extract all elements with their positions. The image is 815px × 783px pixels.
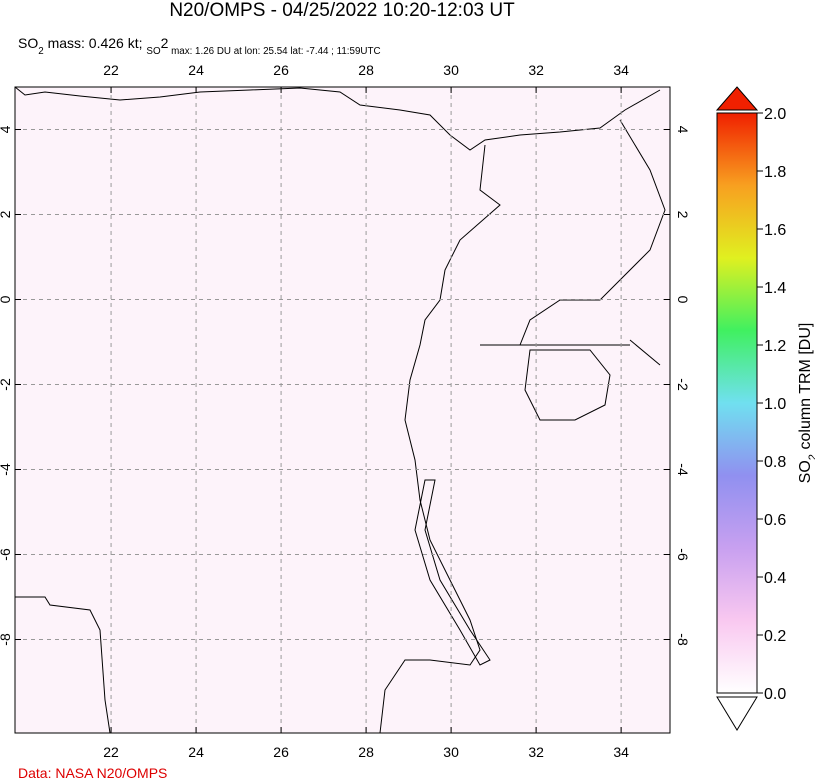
map-frame	[14, 86, 671, 734]
y-tick-label: 0	[0, 295, 13, 303]
x-tick-label-top: 26	[273, 62, 289, 78]
y-tick-label-right: 0	[675, 296, 691, 304]
map-background	[15, 87, 670, 733]
colorbar-extend-top	[715, 86, 759, 111]
x-tick-label-top: 32	[528, 62, 544, 78]
y-tick-label: -6	[0, 548, 13, 561]
x-tick-label: 24	[188, 744, 204, 760]
coastlines	[14, 86, 666, 734]
colorbar-tick-label: 1.4	[764, 280, 786, 297]
x-tick-label-top: 22	[103, 62, 119, 78]
credit: Data: NASA N20/OMPS	[18, 765, 167, 781]
y-tick-label-right: 2	[675, 211, 691, 219]
colorbar	[716, 112, 758, 694]
y-tick-label-right: -6	[675, 548, 691, 561]
colorbar-tick-label: 0.2	[764, 628, 786, 645]
y-tick-label-right: 4	[675, 126, 691, 134]
y-tick-label: 2	[0, 210, 13, 218]
colorbar-tick-label: 1.6	[764, 222, 786, 239]
y-tick-label-right: -2	[675, 378, 691, 391]
colorbar-extend-bottom	[716, 696, 758, 731]
colorbar-tick-label: 1.8	[764, 164, 786, 181]
title: N20/OMPS - 04/25/2022 10:20-12:03 UT	[169, 0, 515, 21]
colorbar-tick-label: 0.8	[764, 454, 786, 471]
y-tick-label: -2	[0, 378, 13, 391]
colorbar-tick-label: 0.6	[764, 512, 786, 529]
colorbar-tick-label: 2.0	[764, 106, 786, 123]
x-tick-label: 30	[443, 744, 459, 760]
x-tick-label-top: 24	[188, 62, 204, 78]
y-tick-label-right: -4	[675, 463, 691, 476]
y-tick-label: -8	[0, 633, 13, 646]
y-tick-label: -4	[0, 463, 13, 476]
y-tick-label: 4	[0, 125, 13, 133]
x-tick-label: 34	[613, 744, 629, 760]
x-tick-label-top: 34	[613, 62, 629, 78]
colorbar-label: SO2 column TRM [DU]	[797, 323, 815, 484]
x-tick-label: 26	[273, 744, 289, 760]
colorbar-tick-label: 0.0	[764, 686, 786, 703]
colorbar-tick-label: 1.2	[764, 338, 786, 355]
colorbar-tick-label: 0.4	[764, 570, 786, 587]
colorbar-tick-label: 1.0	[764, 396, 786, 413]
x-tick-label: 28	[358, 744, 374, 760]
x-tick-label-top: 28	[358, 62, 374, 78]
x-tick-label: 32	[528, 744, 544, 760]
y-tick-label-right: -8	[675, 633, 691, 646]
x-tick-label: 22	[103, 744, 119, 760]
subtitle: SO2 mass: 0.426 kt; SO2 max: 1.26 DU at …	[18, 35, 381, 57]
x-tick-label-top: 30	[443, 62, 459, 78]
